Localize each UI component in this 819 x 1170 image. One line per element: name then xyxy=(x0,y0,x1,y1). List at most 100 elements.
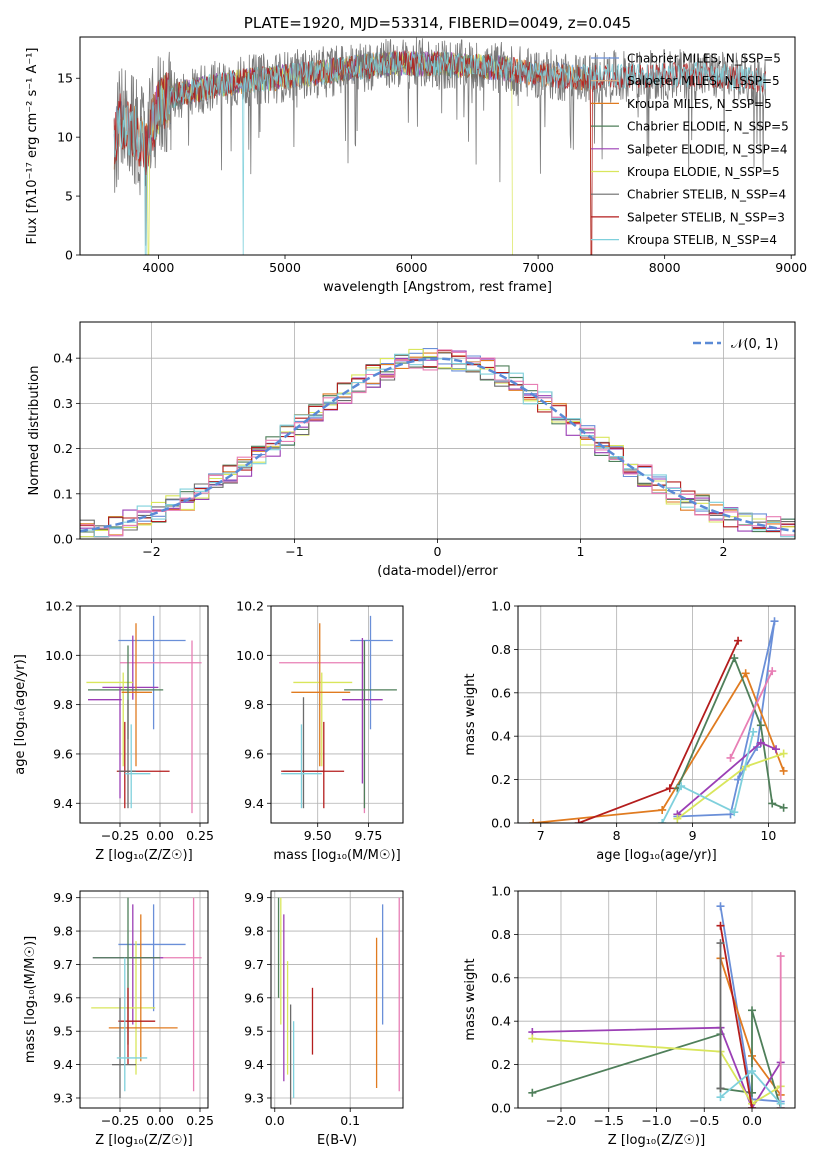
spectrum-panel: 4000 5000 6000 7000 8000 9000 0 5 10 15 wavelength… xyxy=(25,14,807,295)
y-tick-label: 0.8 xyxy=(491,642,511,657)
x-tick-label: 7 xyxy=(537,828,545,843)
x-tick-label: 9 xyxy=(689,828,697,843)
x-tick-label: 10 xyxy=(760,828,776,843)
plot-area xyxy=(279,615,397,814)
legend-label: Chabrier ELODIE, N_SSP=5 xyxy=(627,120,789,134)
weight-marker xyxy=(756,721,765,730)
data-point-errorbar xyxy=(281,721,345,809)
weight-series-line xyxy=(719,925,753,1108)
gridlines xyxy=(271,605,403,823)
weight-marker xyxy=(726,753,735,762)
y-tick-label: 10.2 xyxy=(236,599,264,614)
y-tick-label: 0.2 xyxy=(491,1057,511,1072)
data-point-errorbar xyxy=(121,623,152,767)
spectrum-series-line xyxy=(113,37,766,246)
data-point-errorbar xyxy=(102,635,159,700)
data-point-errorbar xyxy=(291,623,351,767)
weight-series-line xyxy=(676,752,784,820)
spectrum-series-line xyxy=(113,51,766,255)
x-tick-label: 0.0 xyxy=(742,1113,762,1128)
y-tick-label: 9.4 xyxy=(244,1057,264,1072)
data-point-errorbar xyxy=(116,957,148,1092)
y-tick-label: 9.6 xyxy=(244,746,264,761)
y-tick-label: 0 xyxy=(65,248,73,263)
weight-marker xyxy=(716,939,725,948)
x-tick-label: 0.1 xyxy=(340,1113,360,1128)
x-tick-label: −2 xyxy=(142,544,160,559)
y-tick-label: 0.2 xyxy=(491,772,511,787)
y-tick-label: 0.6 xyxy=(491,970,511,985)
x-axis-label: E(B-V) xyxy=(317,1133,357,1148)
weight-marker xyxy=(730,654,739,663)
x-tick-label: 0.25 xyxy=(186,1113,214,1128)
y-tick-label: 9.7 xyxy=(244,957,264,972)
y-tick-label: 10.0 xyxy=(45,648,73,663)
data-point-errorbar xyxy=(120,640,202,814)
x-tick-label: 0 xyxy=(434,544,442,559)
axes-frame xyxy=(270,890,404,1109)
plot-area xyxy=(277,897,400,1105)
axes-frame xyxy=(79,36,796,256)
x-axis-label: Z [log₁₀(Z/Z☉)] xyxy=(95,848,192,863)
data-point-errorbar xyxy=(92,897,160,1045)
legend-label: Salpeter ELODIE, N_SSP=4 xyxy=(627,142,788,156)
data-point-errorbar xyxy=(124,724,151,809)
y-axis-label: mass [log₁₀(M/M☉)] xyxy=(23,936,38,1063)
data-point-errorbar xyxy=(342,638,383,784)
x-axis-label: Z [log₁₀(Z/Z☉)] xyxy=(95,1133,192,1148)
y-tick-label: 0.2 xyxy=(53,441,73,456)
x-tick-label: 9.50 xyxy=(304,828,332,843)
y-tick-label: 9.5 xyxy=(244,1024,264,1039)
axes-frame xyxy=(270,605,404,824)
weight-marker xyxy=(658,805,667,814)
y-tick-label: 9.8 xyxy=(53,924,73,939)
weight-series-line xyxy=(532,1026,782,1108)
plot-area xyxy=(529,617,788,823)
weight-marker xyxy=(779,803,788,812)
y-tick-label: 0.0 xyxy=(53,532,73,547)
data-point-errorbar xyxy=(86,672,133,767)
mass-vs-metallicity-panel: −0.25 0.00 0.25 9.3 9.4 9.5 9.6 9.7 9.8 9.9 Z [log… xyxy=(23,890,214,1148)
mass-vs-extinction-panel: 0.0 0.1 9.3 9.4 9.5 9.6 9.7 9.8 9.9 E(B-V) xyxy=(244,890,404,1148)
x-tick-label: −0.25 xyxy=(101,1113,139,1128)
legend-label: Chabrier STELIB, N_SSP=4 xyxy=(627,188,786,202)
plot-area xyxy=(86,615,202,814)
weight-marker xyxy=(528,1088,537,1097)
weight-marker xyxy=(748,1067,757,1076)
weight-marker xyxy=(748,1104,757,1108)
x-tick-label: −1 xyxy=(285,544,303,559)
y-tick-label: 1.0 xyxy=(491,599,511,614)
chart-title: PLATE=1920, MJD=53314, FIBERID=0049, z=0… xyxy=(244,14,631,32)
legend-label: 𝒩(0, 1) xyxy=(731,337,778,352)
data-point-errorbar xyxy=(91,941,156,1075)
y-tick-label: 9.4 xyxy=(53,1057,73,1072)
plot-area xyxy=(528,902,785,1108)
x-tick-label: 0.0 xyxy=(265,1113,285,1128)
y-tick-label: 5 xyxy=(65,189,73,204)
weight-marker xyxy=(665,784,674,793)
y-tick-label: 9.6 xyxy=(53,990,73,1005)
y-tick-label: 0.1 xyxy=(53,486,73,501)
weight-marker xyxy=(756,738,765,747)
weight-marker xyxy=(779,766,788,775)
weight-marker xyxy=(779,749,788,758)
x-tick-label: 0.00 xyxy=(146,828,174,843)
y-tick-label: 9.3 xyxy=(53,1090,73,1105)
legend-label: Kroupa STELIB, N_SSP=4 xyxy=(627,233,777,247)
y-tick-label: 9.6 xyxy=(53,746,73,761)
data-point-errorbar xyxy=(116,721,170,809)
x-tick-label: −0.5 xyxy=(689,1113,719,1128)
weight-series-line xyxy=(532,1037,782,1105)
x-tick-label: −1.5 xyxy=(594,1113,624,1128)
y-tick-label: 0.3 xyxy=(53,396,73,411)
data-point-errorbar xyxy=(293,672,353,767)
weight-marker xyxy=(748,1006,757,1015)
plot-area xyxy=(113,37,766,255)
weight-marker xyxy=(716,902,725,911)
y-tick-label: 10 xyxy=(57,130,73,145)
data-point-errorbar xyxy=(118,615,186,730)
x-tick-label: 2 xyxy=(720,544,728,559)
y-tick-label: 9.4 xyxy=(244,796,264,811)
plot-area xyxy=(91,897,202,1098)
x-tick-label: 8 xyxy=(613,828,621,843)
